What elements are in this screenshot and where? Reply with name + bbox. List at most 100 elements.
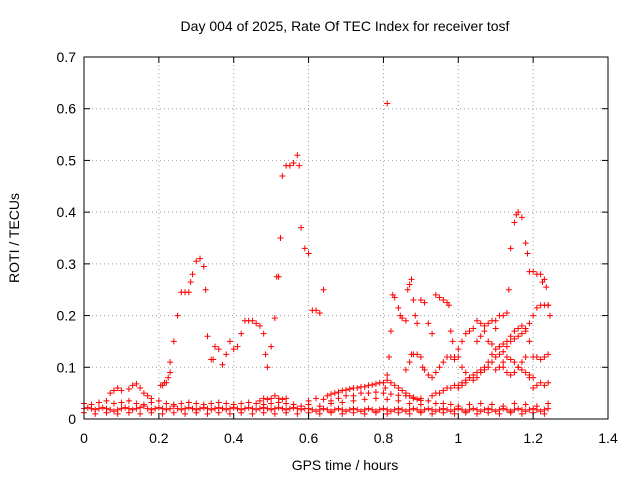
data-point xyxy=(178,406,185,413)
data-point xyxy=(492,346,499,353)
data-point xyxy=(515,325,522,332)
data-points xyxy=(81,100,553,417)
data-point xyxy=(223,351,230,358)
data-point xyxy=(170,409,177,416)
data-point xyxy=(152,405,159,412)
data-point xyxy=(256,397,263,404)
data-point xyxy=(372,395,379,402)
data-point xyxy=(262,351,269,358)
x-axis-ticks: 0 0.2 0.4 0.6 0.8 1 1.2 1.4 xyxy=(80,57,618,446)
data-point xyxy=(425,397,432,404)
data-point xyxy=(488,317,495,324)
data-point xyxy=(429,392,436,399)
data-point xyxy=(440,387,447,394)
data-point xyxy=(200,263,207,270)
data-point xyxy=(543,284,550,291)
data-point xyxy=(275,395,282,402)
y-tick-label: 0.3 xyxy=(57,256,77,272)
data-point xyxy=(451,356,458,363)
data-point xyxy=(492,353,499,360)
data-point xyxy=(268,400,275,407)
data-point xyxy=(313,395,320,402)
data-point xyxy=(286,162,293,169)
data-point xyxy=(503,338,510,345)
data-point xyxy=(185,404,192,411)
data-point xyxy=(412,312,419,319)
data-point xyxy=(391,294,398,301)
data-point xyxy=(125,409,132,416)
data-point xyxy=(522,408,529,415)
plot-frame xyxy=(83,56,609,420)
data-point xyxy=(496,351,503,358)
data-point xyxy=(462,330,469,337)
data-point xyxy=(526,406,533,413)
data-point xyxy=(533,403,540,410)
data-point xyxy=(219,405,226,412)
data-point xyxy=(271,410,278,417)
data-point xyxy=(526,320,533,327)
data-point xyxy=(313,307,320,314)
data-point xyxy=(144,392,151,399)
data-point xyxy=(414,320,421,327)
data-point xyxy=(380,390,387,397)
data-point xyxy=(361,383,368,390)
data-point xyxy=(165,374,172,381)
data-point xyxy=(507,409,514,416)
data-point xyxy=(137,404,144,411)
data-point xyxy=(436,294,443,301)
y-tick-label: 0.6 xyxy=(57,101,77,117)
data-point xyxy=(387,408,394,415)
data-point xyxy=(290,401,297,408)
data-point xyxy=(545,379,552,386)
data-point xyxy=(421,406,428,413)
data-point xyxy=(503,343,510,350)
data-point xyxy=(223,400,230,407)
data-point xyxy=(537,379,544,386)
data-point xyxy=(294,152,301,159)
data-point xyxy=(384,100,391,107)
data-point xyxy=(507,333,514,340)
data-point xyxy=(357,390,364,397)
data-point xyxy=(447,353,454,360)
data-point xyxy=(208,406,215,413)
data-point xyxy=(447,384,454,391)
data-point xyxy=(541,382,548,389)
data-point xyxy=(406,400,413,407)
data-point xyxy=(129,406,136,413)
data-point xyxy=(365,382,372,389)
data-point xyxy=(103,409,110,416)
data-point xyxy=(290,160,297,167)
data-point xyxy=(335,405,342,412)
data-point xyxy=(219,361,226,368)
data-point xyxy=(541,353,548,360)
data-point xyxy=(530,268,537,275)
data-point xyxy=(477,320,484,327)
data-point xyxy=(365,390,372,397)
data-point xyxy=(402,408,409,415)
data-point xyxy=(260,395,267,402)
data-point xyxy=(522,353,529,360)
data-point xyxy=(296,162,303,169)
data-point xyxy=(238,330,245,337)
data-point xyxy=(331,390,338,397)
data-point xyxy=(268,406,275,413)
data-point xyxy=(182,405,189,412)
data-point xyxy=(524,250,531,257)
data-point xyxy=(185,289,192,296)
data-point xyxy=(436,364,443,371)
data-point xyxy=(170,338,177,345)
y-axis-ticks: 0 0.1 0.2 0.3 0.4 0.5 0.6 0.7 xyxy=(57,49,608,427)
data-point xyxy=(470,372,477,379)
data-point xyxy=(417,395,424,402)
data-point xyxy=(354,384,361,391)
data-point xyxy=(114,384,121,391)
data-point xyxy=(95,405,102,412)
data-point xyxy=(384,410,391,417)
data-point xyxy=(503,369,510,376)
data-point xyxy=(387,328,394,335)
x-tick-label: 0.4 xyxy=(224,430,244,446)
data-point xyxy=(193,400,200,407)
data-point xyxy=(436,390,443,397)
data-point xyxy=(440,400,447,407)
data-point xyxy=(459,379,466,386)
